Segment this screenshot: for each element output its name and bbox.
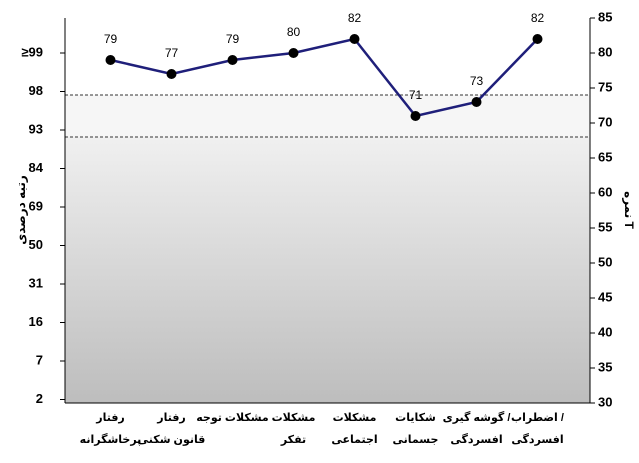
x-tick-label: اضطراب / [511, 412, 564, 424]
y-tick-label: 55 [598, 219, 612, 234]
data-label: 82 [531, 11, 545, 25]
y-tick-label: 80 [598, 44, 612, 59]
point [227, 55, 238, 65]
y2-tick-label: 69 [29, 198, 43, 213]
data-label: 82 [348, 11, 362, 25]
y2-tick-label: 7 [36, 352, 43, 367]
point [410, 111, 421, 121]
x-tick-label: رفتار [95, 412, 125, 424]
point [349, 34, 360, 44]
y-tick-label: 60 [598, 184, 612, 199]
y2-tick-label: 2 [36, 391, 43, 406]
y-tick-label: 50 [598, 254, 612, 269]
data-label: 73 [470, 74, 484, 88]
x-tick-label: شکایات [395, 412, 436, 424]
y-tick-label: 85 [598, 9, 612, 24]
data-label: 79 [226, 32, 240, 46]
x-tick-label: رفتار [156, 412, 186, 424]
data-label: 80 [287, 25, 301, 39]
x-tick-label: مشکلات توجه [196, 412, 269, 424]
x-tick-label: افسردگی [511, 433, 563, 446]
data-label: 71 [409, 88, 423, 102]
x-tick-label: پرخاشگرانه [80, 433, 142, 446]
y2-tick-label: 16 [29, 314, 43, 329]
x-tick-label: تفکر [280, 434, 306, 446]
point [105, 55, 116, 65]
data-label: 77 [165, 46, 179, 60]
point [166, 69, 177, 79]
y2-axis-title: رتبه درصدی [14, 175, 28, 245]
y-tick-label: 45 [598, 289, 612, 304]
y2-tick-label: 84 [29, 160, 44, 175]
y-tick-label: 35 [598, 359, 612, 374]
x-tick-label: گوشه گیری / [443, 411, 511, 424]
data-label: 79 [104, 32, 118, 46]
x-tick-label: مشکلات [272, 412, 316, 424]
y2-tick-label: 93 [29, 121, 43, 136]
y-tick-label: 75 [598, 79, 612, 94]
y-tick-label: 65 [598, 149, 612, 164]
x-tick-label: مشکلات [333, 412, 377, 424]
y2-tick-label: 31 [29, 275, 43, 290]
y2-tick-label: 50 [29, 237, 43, 252]
y-tick-label: 30 [598, 394, 612, 409]
x-tick-label: قانون شکنی [138, 434, 206, 446]
x-tick-label: جسمانی [393, 434, 439, 446]
point [288, 48, 299, 58]
line [110, 37, 539, 118]
band [65, 95, 590, 137]
y2-tick-label: 98 [29, 83, 43, 98]
y2-tick-label: ≥99 [21, 44, 43, 59]
point [532, 34, 543, 44]
point [471, 97, 482, 107]
y-axis-title: نمره T [622, 191, 636, 229]
shade [65, 137, 590, 403]
x-tick-label: اجتماعی [331, 434, 377, 446]
y-tick-label: 70 [598, 114, 612, 129]
y-tick-label: 40 [598, 324, 612, 339]
x-tick-label: افسردگی [450, 433, 502, 446]
